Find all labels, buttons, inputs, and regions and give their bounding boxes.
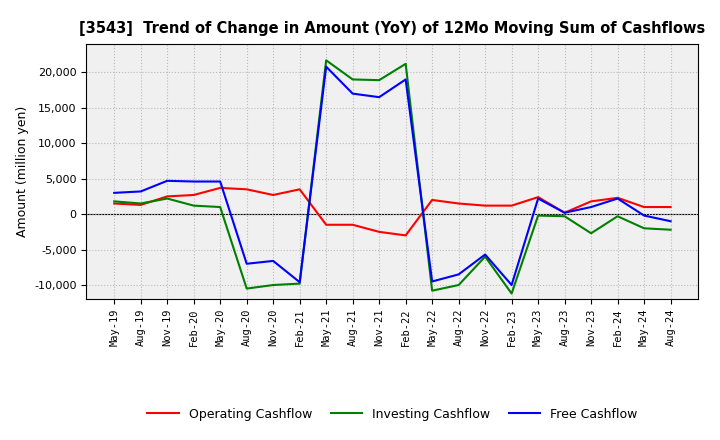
Investing Cashflow xyxy=(481,254,490,259)
Free Cashflow xyxy=(216,179,225,184)
Operating Cashflow xyxy=(295,187,304,192)
Investing Cashflow xyxy=(136,201,145,206)
Investing Cashflow xyxy=(454,282,463,288)
Operating Cashflow xyxy=(110,201,119,206)
Operating Cashflow xyxy=(269,192,277,198)
Operating Cashflow xyxy=(189,192,198,198)
Investing Cashflow xyxy=(613,214,622,219)
Free Cashflow xyxy=(613,196,622,201)
Investing Cashflow xyxy=(560,214,569,219)
Free Cashflow xyxy=(640,213,649,218)
Line: Investing Cashflow: Investing Cashflow xyxy=(114,60,670,293)
Free Cashflow xyxy=(454,272,463,277)
Investing Cashflow xyxy=(269,282,277,288)
Investing Cashflow xyxy=(216,205,225,210)
Free Cashflow xyxy=(587,205,595,210)
Operating Cashflow xyxy=(375,229,384,235)
Operating Cashflow xyxy=(136,202,145,208)
Operating Cashflow xyxy=(454,201,463,206)
Operating Cashflow xyxy=(560,210,569,215)
Free Cashflow xyxy=(560,210,569,215)
Legend: Operating Cashflow, Investing Cashflow, Free Cashflow: Operating Cashflow, Investing Cashflow, … xyxy=(143,403,642,425)
Operating Cashflow xyxy=(348,222,357,227)
Investing Cashflow xyxy=(243,286,251,291)
Free Cashflow xyxy=(163,178,171,183)
Investing Cashflow xyxy=(348,77,357,82)
Free Cashflow xyxy=(269,258,277,264)
Investing Cashflow xyxy=(428,288,436,293)
Free Cashflow xyxy=(666,219,675,224)
Free Cashflow xyxy=(508,282,516,288)
Operating Cashflow xyxy=(401,233,410,238)
Title: [3543]  Trend of Change in Amount (YoY) of 12Mo Moving Sum of Cashflows: [3543] Trend of Change in Amount (YoY) o… xyxy=(79,21,706,36)
Operating Cashflow xyxy=(534,194,542,200)
Line: Operating Cashflow: Operating Cashflow xyxy=(114,188,670,235)
Investing Cashflow xyxy=(163,196,171,201)
Free Cashflow xyxy=(481,252,490,257)
Free Cashflow xyxy=(401,77,410,82)
Investing Cashflow xyxy=(295,281,304,286)
Operating Cashflow xyxy=(587,199,595,204)
Free Cashflow xyxy=(322,64,330,70)
Operating Cashflow xyxy=(481,203,490,208)
Investing Cashflow xyxy=(534,213,542,218)
Operating Cashflow xyxy=(666,205,675,210)
Free Cashflow xyxy=(428,279,436,284)
Free Cashflow xyxy=(243,261,251,266)
Operating Cashflow xyxy=(243,187,251,192)
Operating Cashflow xyxy=(428,197,436,202)
Free Cashflow xyxy=(110,190,119,195)
Line: Free Cashflow: Free Cashflow xyxy=(114,67,670,285)
Investing Cashflow xyxy=(640,226,649,231)
Investing Cashflow xyxy=(508,291,516,296)
Free Cashflow xyxy=(534,196,542,201)
Operating Cashflow xyxy=(163,194,171,199)
Free Cashflow xyxy=(348,91,357,96)
Investing Cashflow xyxy=(401,61,410,66)
Investing Cashflow xyxy=(666,227,675,232)
Free Cashflow xyxy=(136,189,145,194)
Free Cashflow xyxy=(295,279,304,285)
Operating Cashflow xyxy=(508,203,516,208)
Free Cashflow xyxy=(375,95,384,100)
Investing Cashflow xyxy=(110,199,119,204)
Investing Cashflow xyxy=(322,58,330,63)
Operating Cashflow xyxy=(216,185,225,191)
Operating Cashflow xyxy=(613,195,622,201)
Investing Cashflow xyxy=(189,203,198,208)
Y-axis label: Amount (million yen): Amount (million yen) xyxy=(16,106,29,237)
Operating Cashflow xyxy=(640,205,649,210)
Free Cashflow xyxy=(189,179,198,184)
Operating Cashflow xyxy=(322,222,330,227)
Investing Cashflow xyxy=(587,231,595,236)
Investing Cashflow xyxy=(375,77,384,83)
